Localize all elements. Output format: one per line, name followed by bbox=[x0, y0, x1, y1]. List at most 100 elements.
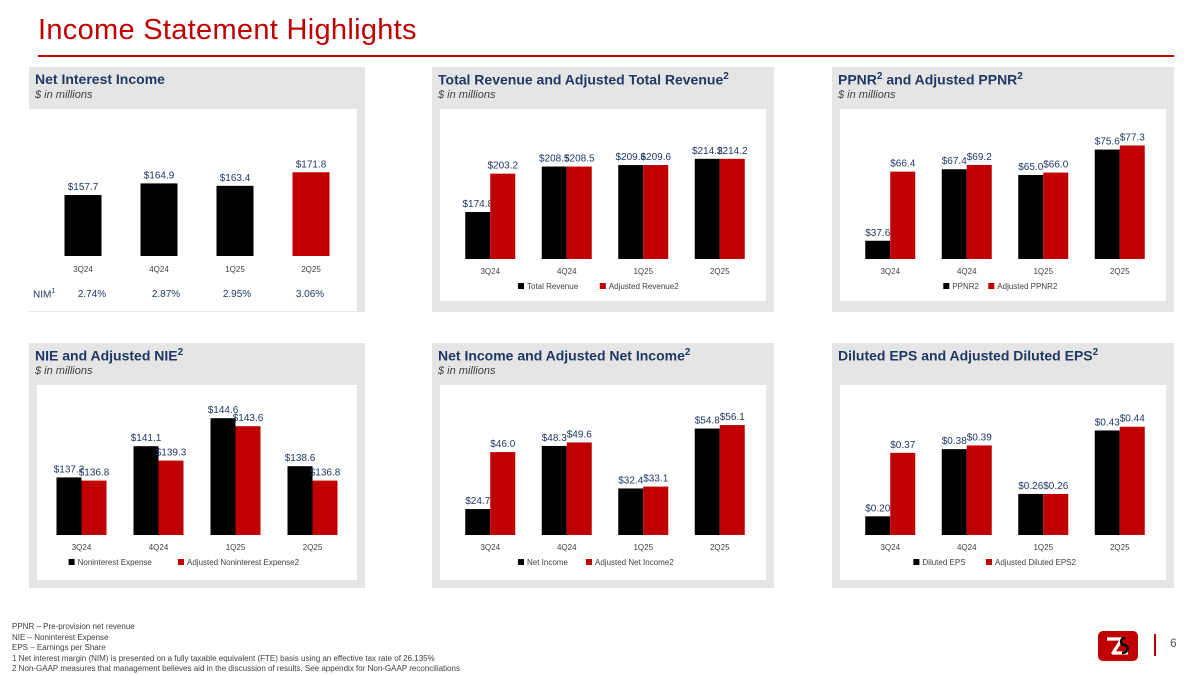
category-label: 4Q24 bbox=[957, 543, 977, 552]
data-label: $157.7 bbox=[68, 182, 99, 193]
nii-chart: 3Q24 $157.7 4Q24 $164.9 1Q25 $163.4 2Q25 $171.8 bbox=[64, 159, 330, 274]
legend-swatch bbox=[586, 559, 592, 565]
data-label: $214.2 bbox=[692, 146, 723, 157]
legend-label: Adjusted Revenue2 bbox=[609, 282, 679, 291]
nim-label: NIM1 bbox=[33, 288, 56, 301]
bar bbox=[56, 477, 82, 535]
legend-swatch bbox=[986, 559, 992, 565]
bar bbox=[287, 466, 313, 535]
bar bbox=[465, 212, 491, 259]
legend-swatch bbox=[943, 283, 950, 289]
chart-area: 3Q24 $137.2 $136.8 4Q24 $141.1 $139.3 1Q25 $144… bbox=[37, 385, 357, 580]
legend-label: Adjusted Noninterest Expense2 bbox=[187, 558, 300, 567]
legend-label: Adjusted Diluted EPS2 bbox=[995, 558, 1076, 567]
category-label: 2Q25 bbox=[303, 543, 323, 552]
bar bbox=[941, 449, 967, 535]
data-label: $0.43 bbox=[1095, 417, 1120, 428]
bar bbox=[235, 426, 261, 535]
data-label: $136.8 bbox=[79, 468, 110, 479]
nim-value: 2.74% bbox=[77, 289, 107, 300]
data-label: $136.8 bbox=[310, 468, 341, 479]
data-label: $141.1 bbox=[131, 433, 162, 444]
bar bbox=[216, 185, 254, 256]
nim-row: NIM1 2.74% 2.87% 2.95% 3.06% bbox=[29, 288, 357, 304]
category-label: 3Q24 bbox=[72, 543, 92, 552]
bar bbox=[1094, 149, 1120, 259]
category-label: 4Q24 bbox=[957, 267, 977, 276]
category-label: 4Q24 bbox=[557, 267, 577, 276]
legend-label: Noninterest Expense bbox=[78, 558, 153, 567]
panel-net-interest-income: Net Interest Income $ in millions 3Q24 $1… bbox=[29, 67, 365, 312]
bar bbox=[643, 486, 669, 535]
bar bbox=[890, 452, 916, 535]
category-label: 1Q25 bbox=[1033, 267, 1053, 276]
panel-subtitle: $ in millions bbox=[35, 89, 93, 101]
nim-value: 2.95% bbox=[222, 289, 252, 300]
data-label: $143.6 bbox=[233, 413, 264, 424]
data-label: $66.0 bbox=[1043, 160, 1068, 171]
category-label: 3Q24 bbox=[880, 543, 900, 552]
legend-swatch bbox=[518, 283, 524, 289]
panel-title: NIE and Adjusted NIE2 bbox=[35, 347, 184, 364]
data-label: $203.2 bbox=[487, 161, 518, 172]
category-label: 2Q25 bbox=[1110, 267, 1130, 276]
data-label: $33.1 bbox=[643, 474, 668, 485]
nim-value: 3.06% bbox=[295, 289, 325, 300]
bar bbox=[694, 158, 720, 259]
data-label: $208.5 bbox=[564, 154, 595, 165]
data-label: $75.6 bbox=[1095, 137, 1120, 148]
chart-area: 3Q24 $37.6 $66.4 4Q24 $67.4 $69.2 1Q25 $65.0 $66… bbox=[840, 109, 1166, 301]
revenue-chart: 3Q24 $174.8 $203.2 4Q24 $208.5$208.5 1Q25 $209… bbox=[462, 146, 748, 291]
bar bbox=[719, 158, 745, 259]
category-label: 2Q25 bbox=[1110, 543, 1130, 552]
panel-subtitle: $ in millions bbox=[35, 365, 93, 377]
data-label: $46.0 bbox=[490, 439, 515, 450]
data-label: $66.4 bbox=[890, 159, 915, 170]
bar bbox=[1018, 175, 1044, 259]
bar bbox=[865, 240, 891, 259]
legend-label: Net Income bbox=[527, 558, 568, 567]
legend-swatch bbox=[518, 559, 524, 565]
legend-swatch bbox=[178, 559, 184, 565]
chart-area: 3Q24 $0.20 $0.37 4Q24 $0.38 $0.39 1Q25 $0.26 $0.… bbox=[840, 385, 1166, 580]
data-label: $0.44 bbox=[1120, 414, 1145, 425]
bar bbox=[694, 428, 720, 535]
category-label: 2Q25 bbox=[710, 543, 730, 552]
data-label: $77.3 bbox=[1120, 132, 1145, 143]
data-label: $37.6 bbox=[865, 228, 890, 239]
bar bbox=[490, 452, 516, 535]
panel-subtitle: $ in millions bbox=[438, 89, 496, 101]
data-label: $48.3 bbox=[542, 433, 567, 444]
category-label: 2Q25 bbox=[710, 267, 730, 276]
bar bbox=[210, 418, 236, 535]
bar bbox=[643, 165, 669, 259]
nim-value: 2.87% bbox=[151, 289, 181, 300]
panel-subtitle: $ in millions bbox=[438, 365, 496, 377]
category-label: 1Q25 bbox=[226, 543, 246, 552]
data-label: $24.7 bbox=[465, 496, 490, 507]
category-label: 1Q25 bbox=[225, 265, 245, 274]
bar bbox=[890, 171, 916, 259]
data-label: $138.6 bbox=[285, 453, 316, 464]
net-income-chart: 3Q24 $24.7 $46.0 4Q24 $48.3 $49.6 1Q25 $32.4 $33… bbox=[465, 412, 745, 567]
legend-swatch bbox=[988, 283, 995, 289]
category-label: 4Q24 bbox=[557, 543, 577, 552]
chart-area: 3Q24 $24.7 $46.0 4Q24 $48.3 $49.6 1Q25 $32.4 $33… bbox=[440, 385, 766, 580]
data-label: $32.4 bbox=[618, 475, 643, 486]
bar bbox=[1018, 493, 1044, 535]
panel-nie: NIE and Adjusted NIE2 $ in millions 3Q24… bbox=[29, 343, 365, 588]
category-label: 3Q24 bbox=[880, 267, 900, 276]
bar bbox=[566, 442, 592, 535]
data-label: $174.8 bbox=[462, 199, 493, 210]
ppnr-chart: 3Q24 $37.6 $66.4 4Q24 $67.4 $69.2 1Q25 $65.0 $66… bbox=[865, 132, 1145, 291]
data-label: $139.3 bbox=[156, 448, 187, 459]
footnote: 1 Net interest margin (NIM) is presented… bbox=[12, 653, 435, 663]
bar bbox=[465, 509, 491, 535]
data-label: $208.5 bbox=[539, 154, 570, 165]
panel-title: Diluted EPS and Adjusted Diluted EPS2 bbox=[838, 347, 1099, 364]
category-label: 1Q25 bbox=[1033, 543, 1053, 552]
data-label: $137.2 bbox=[54, 464, 85, 475]
title-rule bbox=[38, 55, 1174, 57]
category-label: 2Q25 bbox=[301, 265, 321, 274]
